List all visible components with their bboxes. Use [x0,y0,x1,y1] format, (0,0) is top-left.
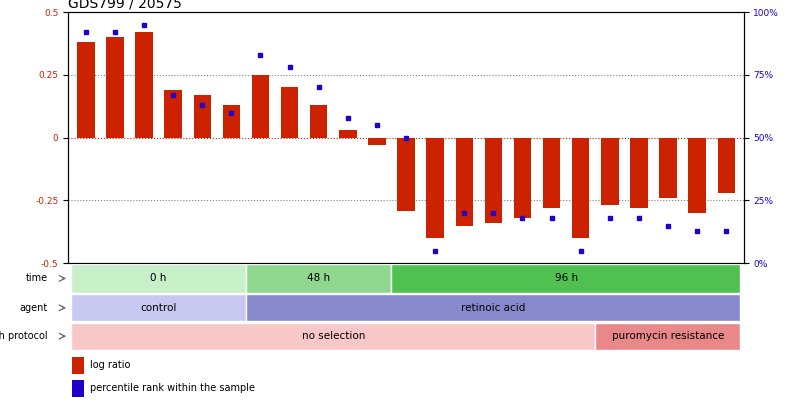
Bar [484,138,501,223]
Bar [251,75,269,138]
FancyBboxPatch shape [71,322,594,350]
Bar [687,138,705,213]
Text: 48 h: 48 h [307,273,330,283]
FancyBboxPatch shape [594,322,740,350]
Bar [630,138,647,208]
Bar [71,357,84,374]
Bar [397,138,414,211]
Bar [513,138,531,218]
Bar [426,138,443,238]
Bar [77,42,95,138]
FancyBboxPatch shape [71,264,246,293]
Bar [164,90,181,138]
Text: log ratio: log ratio [90,360,130,371]
Bar [222,105,240,138]
Text: GDS799 / 20575: GDS799 / 20575 [68,0,182,11]
Bar [280,87,298,138]
Bar [601,138,618,205]
Bar [106,37,124,138]
Bar [310,105,327,138]
Text: 0 h: 0 h [150,273,166,283]
Bar [339,130,356,138]
FancyBboxPatch shape [71,294,246,322]
FancyBboxPatch shape [246,264,391,293]
Text: time: time [26,273,48,283]
Bar [658,138,676,198]
Bar [571,138,589,238]
Bar [455,138,472,226]
Text: percentile rank within the sample: percentile rank within the sample [90,383,255,393]
FancyBboxPatch shape [246,294,740,322]
Text: control: control [141,303,177,313]
Bar [135,32,153,138]
Text: growth protocol: growth protocol [0,331,48,341]
Bar [368,138,385,145]
Bar [716,138,734,193]
Bar [542,138,560,208]
Text: puromycin resistance: puromycin resistance [611,331,724,341]
Text: 96 h: 96 h [554,273,577,283]
Text: no selection: no selection [301,331,365,341]
Text: agent: agent [20,303,48,313]
Bar [71,380,84,397]
Text: retinoic acid: retinoic acid [461,303,525,313]
FancyBboxPatch shape [391,264,740,293]
Bar [194,95,210,138]
